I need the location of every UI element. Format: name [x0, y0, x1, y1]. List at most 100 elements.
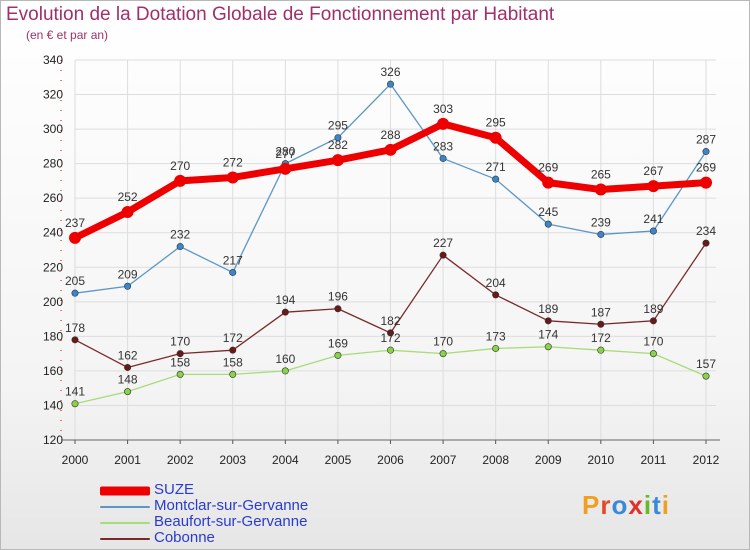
data-point [597, 320, 605, 328]
data-label: 158 [223, 355, 243, 369]
data-label: 288 [380, 128, 400, 142]
data-point [229, 370, 237, 378]
data-label: 267 [643, 164, 663, 178]
y-tick-label: 340 [43, 53, 63, 67]
data-label: 172 [591, 331, 611, 345]
legend-swatch [100, 486, 150, 496]
data-label: 169 [328, 336, 348, 350]
logo-letter: i [661, 490, 670, 520]
data-point [702, 148, 710, 156]
y-tick-label: 140 [43, 398, 63, 412]
data-label: 189 [643, 302, 663, 316]
logo-letter: r [600, 490, 612, 520]
data-point [334, 351, 342, 359]
data-label: 189 [538, 302, 558, 316]
data-label: 272 [223, 155, 243, 169]
data-label: 173 [486, 329, 506, 343]
data-point [594, 183, 607, 196]
data-point [281, 367, 289, 375]
data-point [544, 220, 552, 228]
data-label: 271 [486, 160, 506, 174]
x-tick-label: 2008 [482, 453, 509, 467]
data-point [439, 350, 447, 358]
data-point [702, 239, 710, 247]
data-point [597, 346, 605, 354]
data-label: 252 [118, 190, 138, 204]
data-point [176, 243, 184, 251]
data-point [489, 131, 502, 144]
logo-letter: o [611, 490, 629, 520]
y-tick-label: 120 [43, 433, 63, 447]
legend-label: Montclar-sur-Gervanne [154, 497, 309, 514]
data-label: 162 [118, 348, 138, 362]
data-point [647, 180, 660, 193]
chart-title: Evolution de la Dotation Globale de Fonc… [6, 4, 555, 25]
data-label: 158 [170, 355, 190, 369]
data-label: 141 [65, 385, 85, 399]
data-point [544, 317, 552, 325]
data-point [334, 134, 342, 142]
legend-swatch [100, 522, 150, 524]
data-point [124, 388, 132, 396]
legend-swatch [100, 538, 150, 540]
data-point [124, 363, 132, 371]
data-label: 283 [433, 139, 453, 153]
legend-label: SUZE [154, 481, 195, 498]
data-point [386, 80, 394, 88]
data-point [279, 162, 292, 175]
data-point [544, 343, 552, 351]
data-point [702, 372, 710, 380]
data-point [71, 289, 79, 297]
data-label: 172 [223, 331, 243, 345]
data-point [384, 143, 397, 156]
series-layer [69, 80, 712, 408]
legend-label: Cobonne [154, 529, 215, 546]
data-point [439, 154, 447, 162]
data-label: 237 [65, 216, 85, 230]
x-tick-label: 2000 [62, 453, 89, 467]
x-tick-label: 2002 [167, 453, 194, 467]
data-label: 209 [118, 267, 138, 281]
y-tick-label: 200 [43, 295, 63, 309]
data-label: 182 [380, 314, 400, 328]
data-label: 217 [223, 253, 243, 267]
data-label: 178 [65, 321, 85, 335]
data-label: 241 [643, 212, 663, 226]
x-tick-label: 2011 [641, 453, 667, 467]
data-label: 205 [65, 274, 85, 288]
data-point [492, 175, 500, 183]
y-tick-label: 160 [43, 364, 63, 378]
data-label: 295 [328, 119, 348, 133]
data-point [229, 346, 237, 354]
y-tick-label: 280 [43, 157, 63, 171]
data-point [700, 176, 712, 189]
data-label: 269 [696, 161, 716, 175]
data-label: 160 [275, 352, 295, 366]
y-tick-label: 180 [43, 329, 63, 343]
data-point [174, 174, 187, 187]
legend-label: Beaufort-sur-Gervanne [154, 513, 308, 530]
data-point [492, 291, 500, 299]
data-point [69, 231, 81, 244]
logo-letter: i [643, 490, 653, 520]
x-tick-label: 2001 [114, 453, 141, 467]
data-label: 280 [275, 145, 295, 159]
data-point [649, 227, 657, 235]
data-point [71, 336, 79, 344]
data-point [176, 370, 184, 378]
proxiti-logo: Proxiti [582, 490, 670, 521]
x-tick-label: 2009 [535, 453, 562, 467]
data-point [124, 282, 132, 290]
data-label: 170 [433, 335, 453, 349]
x-tick-label: 2010 [587, 453, 614, 467]
data-label: 204 [486, 276, 506, 290]
data-label: 196 [328, 290, 348, 304]
x-tick-label: 2006 [377, 453, 404, 467]
data-point [649, 350, 657, 358]
y-tick-label: 300 [43, 122, 63, 136]
data-label: 157 [696, 357, 716, 371]
data-label: 287 [696, 133, 716, 147]
logo-letter: x [628, 490, 644, 520]
data-label: 265 [591, 168, 611, 182]
data-label: 187 [591, 305, 611, 319]
